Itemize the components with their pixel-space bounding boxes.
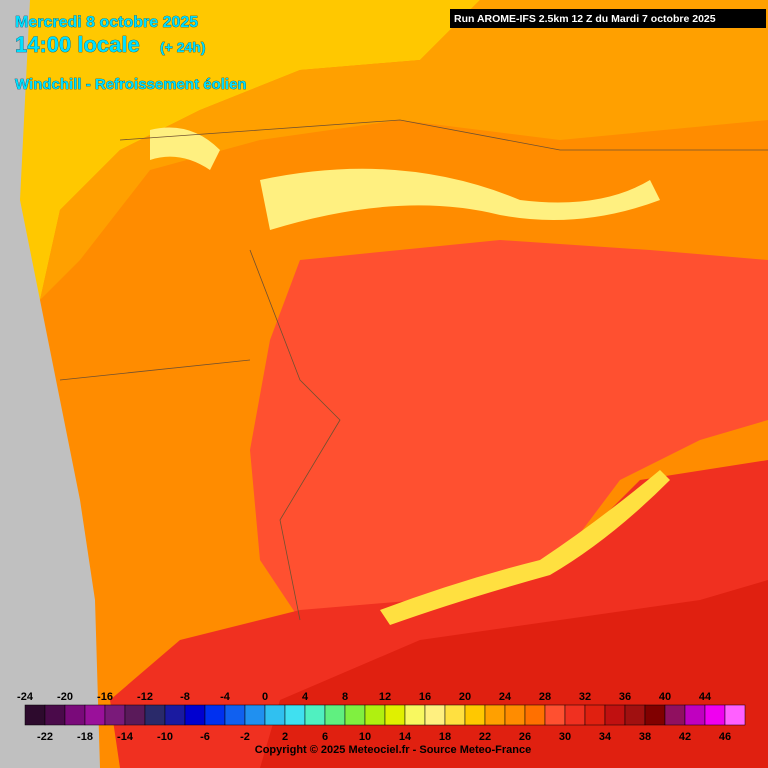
legend-label: -24: [17, 691, 34, 703]
legend-swatch: [704, 704, 726, 726]
legend-swatch: [224, 704, 246, 726]
legend-swatch: [624, 704, 646, 726]
legend-swatch: [204, 704, 226, 726]
legend-swatch: [264, 704, 286, 726]
legend-swatch: [184, 704, 206, 726]
run-banner: [450, 9, 766, 28]
legend-label: 38: [639, 731, 651, 743]
legend-label: 10: [359, 731, 371, 743]
legend: -24-22-20-18-16-14-12-10-8-6-4-202468101…: [17, 691, 746, 743]
legend-label: -20: [57, 691, 73, 703]
legend-swatch: [604, 704, 626, 726]
region-light-orange: [40, 0, 768, 300]
legend-label: 34: [599, 731, 612, 743]
parameter: Windchill - Refroissement éolien: [15, 76, 247, 93]
legend-swatch: [664, 704, 686, 726]
legend-swatch: [564, 704, 586, 726]
legend-label: 30: [559, 731, 571, 743]
legend-label: 12: [379, 691, 391, 703]
legend-swatch: [724, 704, 746, 726]
legend-swatch: [364, 704, 386, 726]
legend-label: 40: [659, 691, 671, 703]
legend-label: -4: [220, 691, 231, 703]
legend-label: -6: [200, 731, 210, 743]
legend-label: 14: [399, 731, 412, 743]
legend-swatch: [464, 704, 486, 726]
legend-swatch: [484, 704, 506, 726]
legend-swatch: [524, 704, 546, 726]
legend-swatch: [584, 704, 606, 726]
legend-label: 44: [699, 691, 712, 703]
legend-label: 36: [619, 691, 631, 703]
legend-swatch: [44, 704, 66, 726]
date: Mercredi 8 octobre 2025: [15, 14, 198, 31]
legend-swatch: [444, 704, 466, 726]
legend-swatch: [684, 704, 706, 726]
legend-swatch: [404, 704, 426, 726]
legend-label: 26: [519, 731, 531, 743]
legend-label: 32: [579, 691, 591, 703]
legend-swatch: [244, 704, 266, 726]
legend-label: -12: [137, 691, 153, 703]
legend-swatch: [324, 704, 346, 726]
region-yellow: [0, 0, 480, 300]
legend-label: 2: [282, 731, 288, 743]
legend-label: 18: [439, 731, 451, 743]
sea: [0, 0, 100, 768]
mountain-band: [380, 470, 670, 625]
legend-swatch: [384, 704, 406, 726]
legend-swatch: [84, 704, 106, 726]
copyright: Copyright © 2025 Meteociel.fr - Source M…: [255, 744, 531, 756]
legend-label: 24: [499, 691, 512, 703]
legend-label: -10: [157, 731, 173, 743]
legend-label: 8: [342, 691, 348, 703]
legend-label: 28: [539, 691, 551, 703]
legend-swatch: [304, 704, 326, 726]
legend-label: -22: [37, 731, 53, 743]
legend-label: 22: [479, 731, 491, 743]
legend-label: 0: [262, 691, 268, 703]
region-red-orange: [250, 240, 768, 620]
legend-swatch: [544, 704, 566, 726]
lead-time: (+ 24h): [160, 39, 206, 55]
legend-swatch: [424, 704, 446, 726]
legend-swatch: [124, 704, 146, 726]
legend-label: 46: [719, 731, 731, 743]
legend-label: -16: [97, 691, 113, 703]
legend-label: -2: [240, 731, 250, 743]
legend-swatch: [24, 704, 46, 726]
legend-swatch: [144, 704, 166, 726]
legend-label: 4: [302, 691, 309, 703]
legend-label: 20: [459, 691, 471, 703]
mountain-band: [150, 127, 220, 170]
legend-label: 16: [419, 691, 431, 703]
legend-label: -18: [77, 731, 93, 743]
legend-swatch: [164, 704, 186, 726]
legend-swatch: [344, 704, 366, 726]
run-info: Run AROME-IFS 2.5km 12 Z du Mardi 7 octo…: [454, 13, 716, 25]
legend-label: -14: [117, 731, 134, 743]
legend-label: 42: [679, 731, 691, 743]
legend-swatch: [284, 704, 306, 726]
legend-label: 6: [322, 731, 328, 743]
legend-swatch: [644, 704, 666, 726]
borders: [59, 119, 768, 621]
time: 14:00 locale: [15, 32, 140, 57]
mountain-band: [260, 168, 660, 230]
legend-swatch: [104, 704, 126, 726]
legend-swatch: [504, 704, 526, 726]
legend-swatch: [64, 704, 86, 726]
legend-label: -8: [180, 691, 190, 703]
